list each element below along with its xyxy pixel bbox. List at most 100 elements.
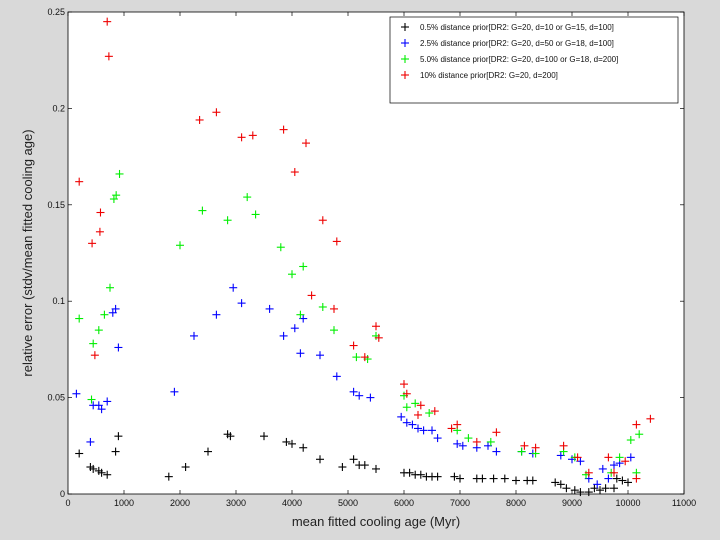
data-point (198, 206, 207, 215)
data-point (416, 470, 425, 479)
x-tick-label: 1000 (114, 498, 134, 508)
data-point (282, 437, 291, 446)
legend-box (389, 16, 679, 104)
data-point (610, 468, 618, 477)
x-tick-label: 4000 (282, 498, 302, 508)
data-point (528, 476, 537, 485)
data-point (453, 439, 462, 448)
data-point (610, 484, 618, 493)
data-point (372, 464, 380, 473)
data-point (593, 480, 602, 489)
data-point (416, 401, 425, 410)
data-point (90, 351, 99, 360)
data-point (299, 262, 308, 271)
data-point (492, 428, 501, 437)
x-tick-label: 10000 (615, 498, 640, 508)
data-point (243, 193, 252, 202)
data-point (316, 351, 324, 360)
data-point (290, 168, 299, 177)
data-point (349, 341, 358, 350)
data-point (472, 437, 481, 446)
y-axis-label: relative error (stdv/mean fitted cooling… (20, 129, 35, 376)
data-point (374, 333, 383, 342)
data-point (604, 453, 613, 462)
data-point (97, 405, 106, 414)
series-3 (75, 17, 655, 483)
data-point (618, 476, 627, 485)
data-point (626, 453, 635, 462)
x-axis: 0 1000 2000 3000 4000 5000 6000 7000 8000 9000 100… (65, 12, 696, 508)
data-point (288, 270, 296, 279)
data-point (260, 432, 268, 441)
legend-entry-label: 10% distance prior[DR2: G=20, d=200] (420, 71, 558, 80)
x-tick-label: 6000 (394, 498, 414, 508)
data-point (338, 463, 347, 472)
data-point (486, 437, 495, 446)
legend: 0.5% distance prior[DR2: G=20, d=10 or G… (389, 16, 679, 104)
legend-marker (401, 23, 409, 31)
y-tick-label: 0.1 (52, 296, 65, 306)
data-point (226, 432, 235, 441)
data-point (402, 403, 411, 412)
data-point (447, 424, 456, 433)
legend-marker (401, 71, 409, 79)
data-point (115, 169, 124, 178)
data-point (237, 133, 246, 142)
data-point (570, 486, 579, 495)
data-points (72, 17, 655, 497)
data-point (556, 480, 565, 489)
data-point (248, 131, 257, 140)
x-tick-label: 3000 (226, 498, 246, 508)
data-point (349, 455, 358, 464)
data-point (279, 331, 288, 340)
y-tick-label: 0.2 (52, 103, 65, 113)
data-point (72, 389, 81, 398)
x-tick-label: 2000 (170, 498, 190, 508)
data-point (212, 108, 221, 117)
data-point (212, 310, 221, 319)
data-point (425, 409, 434, 418)
data-point (360, 353, 369, 362)
data-point (402, 389, 411, 398)
data-point (296, 310, 305, 319)
data-point (512, 476, 520, 485)
data-point (411, 399, 420, 408)
data-point (290, 324, 299, 333)
data-point (302, 139, 310, 148)
data-point (366, 393, 375, 402)
data-point (89, 339, 98, 348)
data-point (276, 243, 285, 252)
y-tick-label: 0.15 (47, 200, 65, 210)
x-tick-label: 0 (65, 498, 70, 508)
data-point (170, 387, 179, 396)
x-tick-label: 5000 (338, 498, 358, 508)
data-point (584, 468, 593, 477)
series-1 (72, 283, 635, 489)
data-point (610, 461, 618, 470)
legend-entry-label: 2.5% distance prior[DR2: G=20, d=50 or G… (420, 39, 614, 48)
data-point (464, 434, 473, 443)
data-point (355, 391, 364, 400)
data-point (330, 326, 338, 335)
data-point (181, 463, 190, 472)
data-point (405, 468, 414, 477)
x-tick-label: 8000 (506, 498, 526, 508)
data-point (626, 436, 635, 445)
data-point (103, 17, 112, 26)
data-point (86, 437, 95, 446)
data-point (164, 472, 173, 481)
data-point (458, 441, 467, 450)
data-point (190, 331, 198, 340)
data-point (296, 349, 305, 358)
data-point (352, 353, 361, 362)
data-point (453, 420, 462, 429)
data-point (433, 472, 442, 481)
data-point (489, 474, 498, 483)
data-point (414, 410, 422, 419)
data-point (430, 407, 439, 416)
x-axis-label: mean fitted cooling age (Myr) (292, 514, 460, 529)
y-tick-label: 0.05 (47, 393, 65, 403)
data-point (402, 418, 411, 427)
data-point (612, 474, 621, 483)
data-point (307, 291, 316, 300)
